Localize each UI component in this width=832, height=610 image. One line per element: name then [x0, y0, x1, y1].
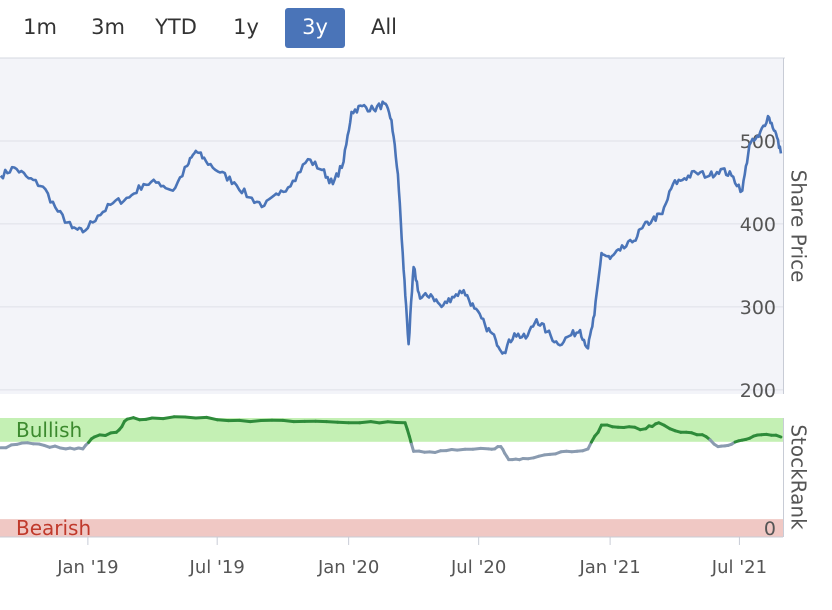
range-button-3m[interactable]: 3m	[91, 15, 125, 39]
stockrank-axis-title: StockRank	[787, 424, 811, 530]
bearish-label: Bearish	[16, 516, 91, 540]
range-button-3y[interactable]: 3y	[285, 8, 345, 48]
share-price-line	[0, 100, 783, 355]
stockrank-line-segment	[150, 416, 165, 421]
stockrank-line-segment	[325, 420, 340, 424]
stockrank-line-segment	[194, 415, 209, 420]
bullish-label: Bullish	[16, 418, 82, 442]
stockrank-line-segment	[205, 415, 219, 422]
stockrank-line-segment	[161, 415, 176, 421]
x-tick-label: Jan '19	[56, 557, 118, 578]
price-panel: 200 300 400 500 Share Price	[0, 57, 811, 402]
range-button-all[interactable]: All	[370, 15, 398, 39]
range-button-1y[interactable]: 1y	[233, 15, 259, 39]
x-tick-label: Jul '21	[711, 557, 767, 578]
price-y-tick-label: 200	[740, 380, 776, 402]
x-tick-label: Jan '21	[578, 557, 640, 578]
stockrank-line-segment	[248, 419, 263, 424]
stockrank-panel: Bullish Bearish 0 StockRank	[0, 415, 811, 540]
range-selector: 1m 3m YTD 1y 3y All	[0, 0, 832, 56]
range-button-1m[interactable]: 1m	[23, 15, 57, 39]
stockrank-line-segment	[216, 418, 230, 423]
x-axis: Jan '19 Jul '19 Jan '20 Jul '20 Jan '21 Jul '…	[56, 537, 767, 578]
stockrank-line-segment	[237, 418, 252, 424]
x-tick-label: Jan '20	[317, 557, 379, 578]
share-price-axis-title: Share Price	[787, 170, 811, 283]
stockrank-y-tick-label: 0	[764, 518, 776, 540]
stockrank-line-segment	[281, 418, 296, 424]
range-button-ytd[interactable]: YTD	[155, 15, 197, 39]
price-y-tick-label: 400	[740, 214, 776, 236]
stockrank-line-segment	[183, 415, 198, 420]
stockrank-line-segment	[774, 433, 783, 439]
price-y-tick-label: 500	[740, 131, 776, 153]
price-plot-background	[0, 58, 783, 394]
x-tick-label: Jul '20	[450, 557, 506, 578]
bullish-zone	[0, 418, 783, 442]
stockrank-line-segment	[358, 420, 373, 425]
price-y-tick-label: 300	[740, 297, 776, 319]
bearish-zone	[0, 519, 783, 537]
x-tick-label: Jul '19	[189, 557, 245, 578]
